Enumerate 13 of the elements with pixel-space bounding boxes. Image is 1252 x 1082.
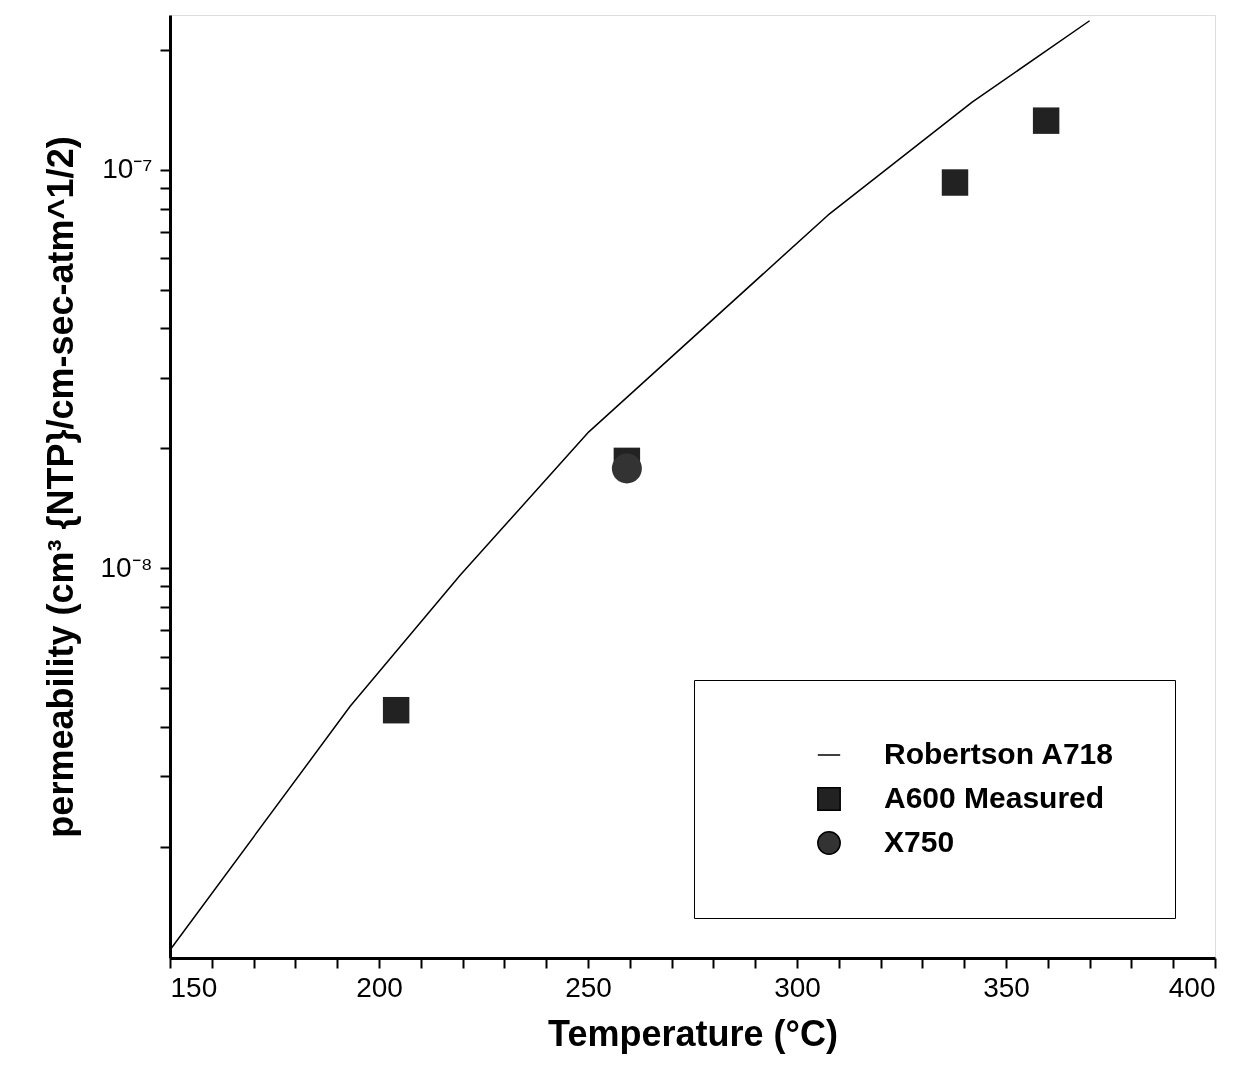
x-tick-label: 350 xyxy=(983,971,1030,1003)
x-tick-label: 250 xyxy=(565,971,612,1003)
legend-label: Robertson A718 xyxy=(884,737,1113,770)
x-tick-label: 400 xyxy=(1168,971,1216,1003)
x-tick-label: 200 xyxy=(356,971,403,1003)
y-axis-title: permeability (cm³ {NTP}/cm-sec-atm^1/2) xyxy=(39,136,81,838)
legend-label: A600 Measured xyxy=(884,781,1105,814)
x-tick-label: 150 xyxy=(170,971,218,1003)
y-tick-label: 10⁻⁷ xyxy=(102,153,153,185)
x-axis-title: Temperature (°C) xyxy=(548,1012,838,1054)
x-tick-label: 300 xyxy=(774,971,821,1003)
legend-label: X750 xyxy=(884,825,955,858)
y-tick-label: 10⁻⁸ xyxy=(100,551,153,583)
